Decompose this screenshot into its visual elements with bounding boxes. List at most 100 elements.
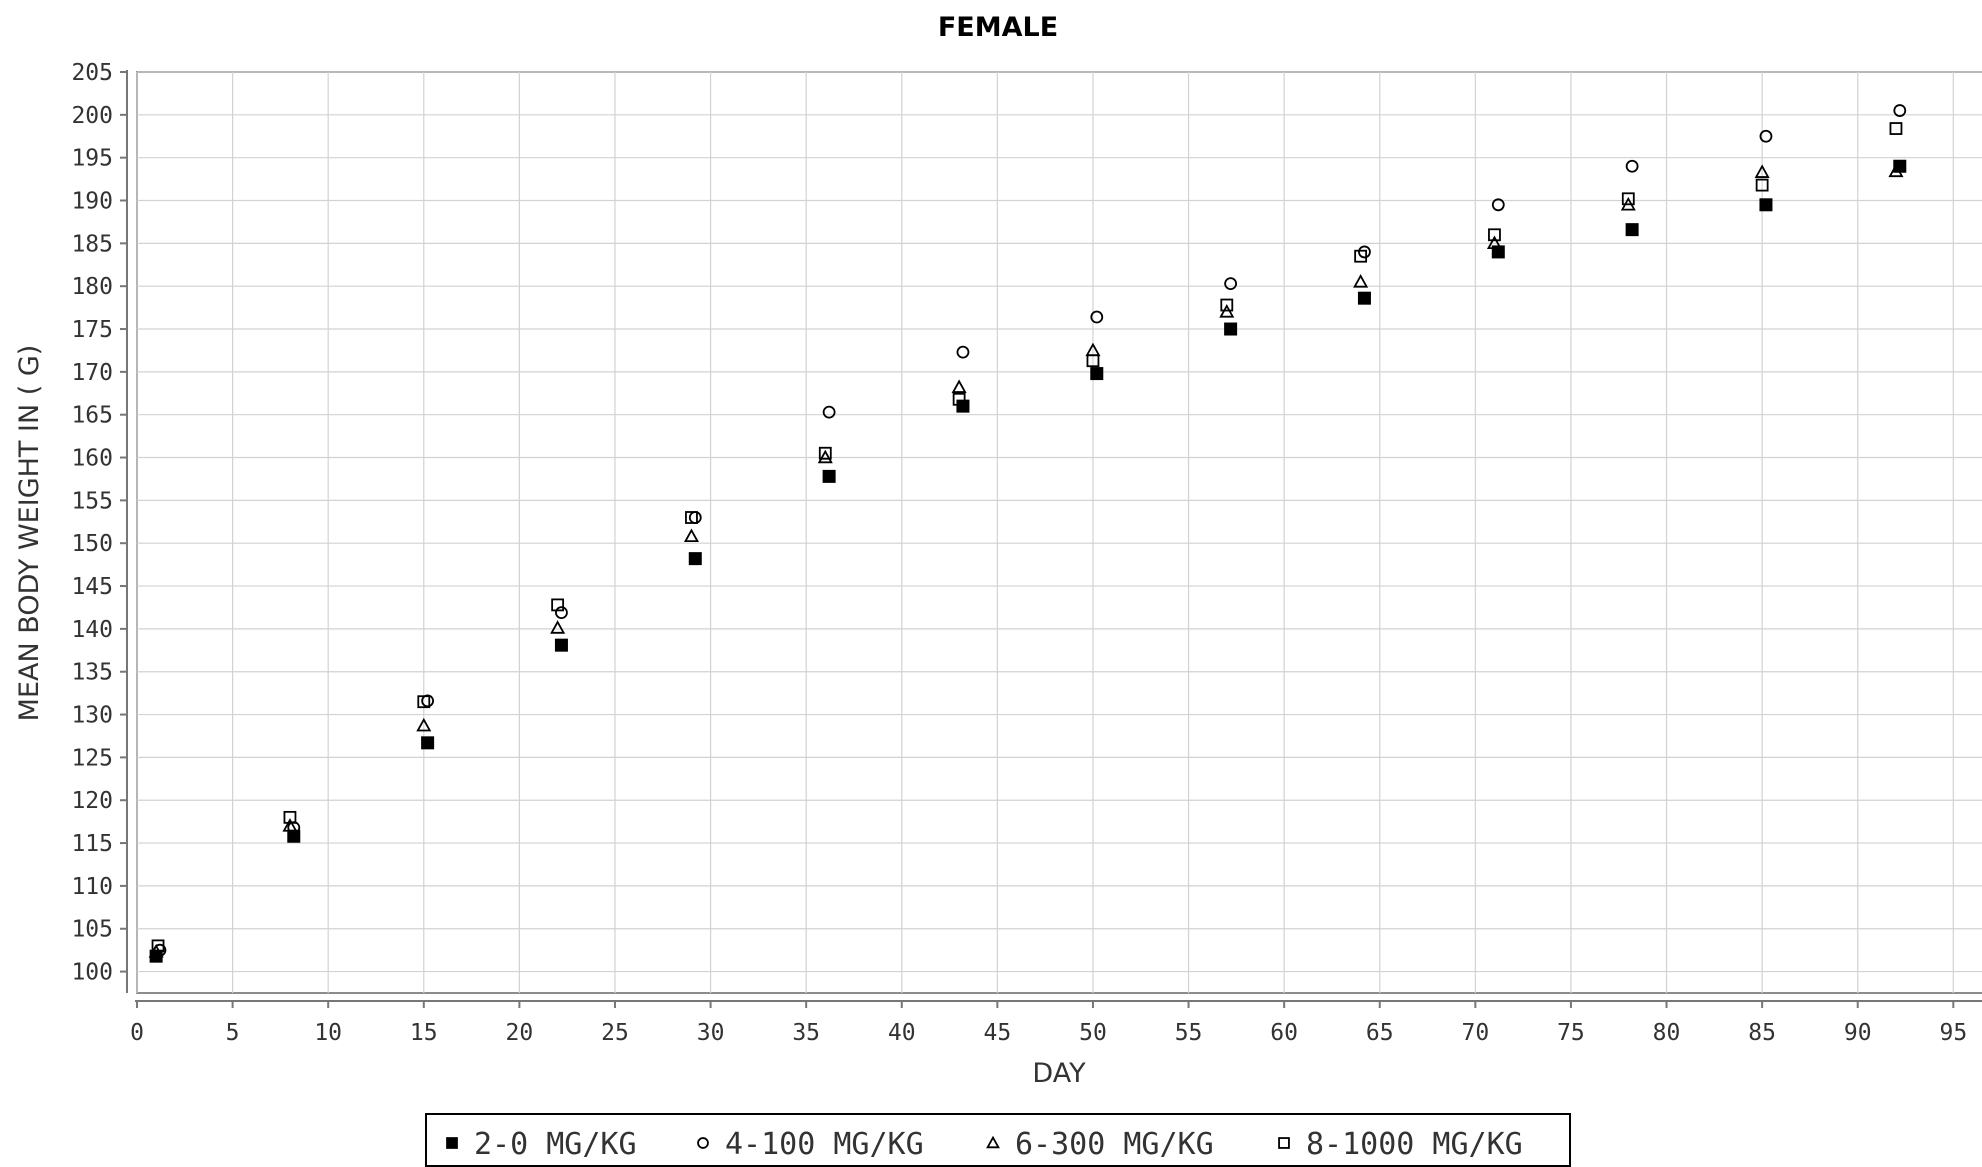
x-tick-label: 25 bbox=[601, 1020, 629, 1046]
data-point bbox=[554, 638, 568, 652]
legend-marker bbox=[446, 1137, 458, 1149]
data-point bbox=[149, 949, 163, 963]
data-point bbox=[1755, 178, 1769, 192]
data-point bbox=[287, 829, 301, 843]
data-point bbox=[1085, 342, 1101, 357]
x-tick-label: 70 bbox=[1461, 1020, 1489, 1046]
data-point bbox=[951, 379, 967, 393]
x-tick-label: 40 bbox=[888, 1020, 916, 1046]
data-point bbox=[421, 694, 435, 708]
y-tick-label: 150 bbox=[71, 531, 113, 557]
data-point bbox=[1893, 159, 1907, 173]
data-point bbox=[1488, 228, 1501, 242]
x-tick-label: 75 bbox=[1557, 1020, 1585, 1046]
y-tick-label: 145 bbox=[71, 574, 113, 600]
y-tick-label: 140 bbox=[71, 617, 113, 643]
data-point bbox=[683, 528, 699, 543]
legend-entry: 8-1000 MG/KG bbox=[1306, 1127, 1523, 1162]
y-tick-label: 110 bbox=[71, 874, 113, 900]
data-point bbox=[1491, 245, 1505, 259]
data-point bbox=[1090, 310, 1104, 324]
data-point bbox=[817, 449, 833, 464]
legend-box bbox=[425, 1113, 1571, 1167]
data-point bbox=[956, 399, 970, 413]
legend-entry: 4-100 MG/KG bbox=[725, 1127, 924, 1162]
legend-entry: 6-300 MG/KG bbox=[1015, 1127, 1214, 1162]
data-point bbox=[1625, 159, 1639, 173]
y-tick-label: 105 bbox=[71, 917, 113, 943]
x-tick-label: 60 bbox=[1270, 1020, 1298, 1046]
data-point bbox=[685, 511, 698, 524]
data-point bbox=[1219, 304, 1235, 318]
data-point bbox=[1620, 196, 1636, 211]
data-point bbox=[822, 405, 836, 419]
data-point bbox=[1354, 249, 1368, 263]
data-point bbox=[818, 446, 832, 460]
y-tick-label: 160 bbox=[71, 446, 113, 472]
data-point bbox=[416, 717, 432, 732]
data-point bbox=[1889, 122, 1903, 135]
y-tick-label: 180 bbox=[71, 274, 113, 300]
x-tick-label: 15 bbox=[410, 1020, 438, 1046]
legend-marker bbox=[1278, 1137, 1290, 1149]
x-tick-label: 35 bbox=[792, 1020, 820, 1046]
y-tick-label: 205 bbox=[71, 60, 113, 86]
x-tick-label: 0 bbox=[130, 1020, 144, 1046]
data-point bbox=[688, 511, 702, 524]
y-tick-label: 125 bbox=[71, 745, 113, 771]
x-tick-label: 85 bbox=[1748, 1020, 1776, 1046]
plot-border bbox=[136, 71, 1982, 994]
data-point bbox=[421, 736, 435, 750]
legend-marker bbox=[697, 1137, 709, 1149]
data-point bbox=[1759, 129, 1773, 143]
data-point bbox=[688, 552, 702, 566]
data-point bbox=[956, 345, 970, 359]
y-axis-label: MEAN BODY WEIGHT IN ( G) bbox=[14, 345, 45, 722]
data-point bbox=[1621, 192, 1635, 206]
y-axis: 100 105 110 115 120 125 130 135 140 145 150 155 160 1… bbox=[71, 60, 128, 993]
data-point bbox=[1220, 298, 1234, 312]
x-tick-label: 90 bbox=[1844, 1020, 1872, 1046]
y-tick-label: 100 bbox=[71, 960, 113, 986]
x-tick-label: 55 bbox=[1175, 1020, 1203, 1046]
y-tick-label: 190 bbox=[71, 189, 113, 215]
x-tick-label: 30 bbox=[697, 1020, 725, 1046]
x-tick-label: 10 bbox=[314, 1020, 342, 1046]
x-tick-label: 95 bbox=[1939, 1020, 1967, 1046]
y-tick-label: 195 bbox=[71, 146, 113, 172]
y-tick-label: 165 bbox=[71, 403, 113, 429]
y-tick-label: 135 bbox=[71, 660, 113, 686]
data-point bbox=[822, 469, 836, 483]
data-point bbox=[1754, 164, 1770, 178]
data-point bbox=[1353, 274, 1369, 288]
data-point bbox=[1625, 223, 1639, 237]
y-tick-label: 130 bbox=[71, 703, 113, 729]
data-points bbox=[148, 104, 1907, 963]
x-tick-label: 50 bbox=[1079, 1020, 1107, 1046]
x-axis-label: DAY bbox=[1032, 1058, 1086, 1089]
x-tick-label: 20 bbox=[506, 1020, 534, 1046]
data-point bbox=[1491, 198, 1505, 212]
chart-title: FEMALE bbox=[938, 12, 1058, 43]
x-tick-label: 45 bbox=[984, 1020, 1012, 1046]
data-point bbox=[551, 598, 565, 612]
data-point bbox=[1893, 104, 1907, 117]
y-tick-label: 120 bbox=[71, 788, 113, 814]
data-point bbox=[1224, 277, 1238, 291]
legend-entry: 2-0 MG/KG bbox=[474, 1127, 637, 1162]
legend-marker bbox=[986, 1135, 1000, 1149]
data-point bbox=[1759, 198, 1773, 212]
data-point bbox=[550, 620, 566, 634]
y-tick-label: 115 bbox=[71, 831, 113, 857]
data-point bbox=[1357, 291, 1371, 305]
y-tick-label: 155 bbox=[71, 488, 113, 514]
y-tick-label: 170 bbox=[71, 360, 113, 386]
x-axis: 0 5 10 15 20 25 30 35 40 45 50 55 60 65 70 75 80 85 90 95 bbox=[130, 1000, 1982, 1046]
grid-lines bbox=[136, 71, 1982, 993]
data-point bbox=[1358, 245, 1371, 259]
data-point bbox=[555, 606, 568, 620]
plot-area bbox=[136, 71, 1982, 994]
x-tick-label: 5 bbox=[226, 1020, 240, 1046]
x-tick-label: 80 bbox=[1653, 1020, 1681, 1046]
